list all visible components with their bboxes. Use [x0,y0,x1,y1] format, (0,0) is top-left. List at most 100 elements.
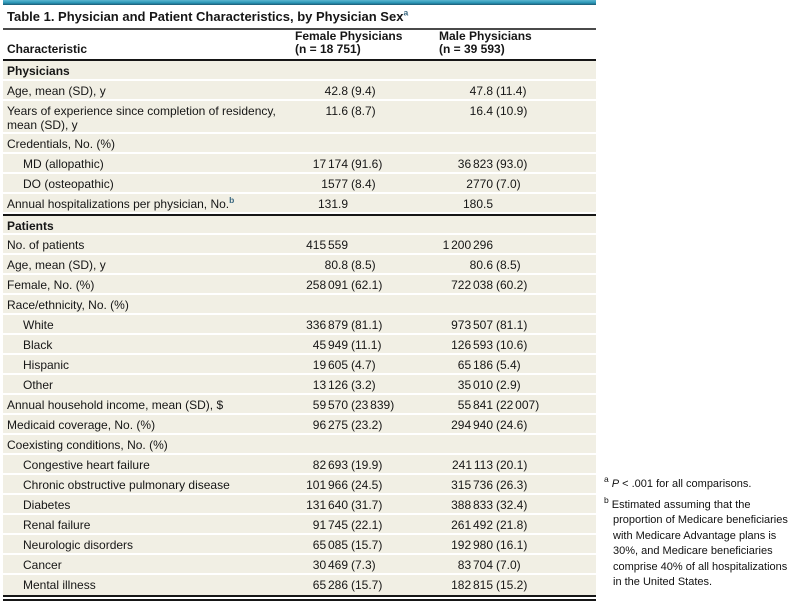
row-label: Annual household income, mean (SD), $ [7,398,224,412]
column-header-male-line2: (n = 39 593) [439,42,505,56]
female-value: 17 174 (91.6) [312,157,383,171]
row-label: No. of patients [7,238,85,252]
title-divider-rule [3,28,596,30]
column-header-characteristic: Characteristic [7,42,88,56]
row-label: Cancer [23,558,62,572]
column-header-male: Male Physicians (n = 39 593) [439,30,596,56]
male-value: 973 507 (81.1) [451,318,528,332]
table-row: Renal failure 91 745 (22.1) 261 492 (21.8) [3,515,596,535]
bottom-rule-outer [3,595,596,597]
table-row: MD (allopathic) 17 174 (91.6) 36 823 (93.0) [3,154,596,174]
male-value: 261 492 (21.8) [451,518,528,532]
row-label: White [23,318,54,332]
row-label: Coexisting conditions, No. (%) [7,438,168,452]
male-value: 241 113 (20.1) [452,458,528,472]
row-label: Age, mean (SD), y [7,84,106,98]
female-value: 415 559 [306,238,348,252]
table-row: Diabetes 131 640 (31.7) 388 833 (32.4) [3,495,596,515]
male-value: 722 038 (60.2) [451,278,528,292]
female-value: 131 640 (31.7) [306,498,383,512]
female-value: 80.8 (8.5) [324,258,376,272]
male-value: 1 200 296 [442,238,493,252]
table-row: Other 13 126 (3.2) 35 010 (2.9) [3,375,596,395]
row-label: Neurologic disorders [23,538,134,552]
female-value: 82 693 (19.9) [312,458,383,472]
row-label: Female, No. (%) [7,278,95,292]
female-value: 336 879 (81.1) [306,318,383,332]
male-value: 83 704 (7.0) [457,558,521,572]
row-label: Years of experience since completion of … [7,104,276,132]
table-row: Hispanic 19 605 (4.7) 65 186 (5.4) [3,355,596,375]
male-value: 65 186 (5.4) [457,358,521,372]
female-value: 96 275 (23.2) [312,418,383,432]
table-row: Credentials, No. (%) [3,134,596,154]
female-value: 45 949 (11.1) [312,338,382,352]
male-value: 80.6 (8.5) [469,258,521,272]
row-label: Hispanic [23,358,70,372]
female-value: 65 085 (15.7) [312,538,383,552]
table-title-footnote-marker: a [403,7,409,18]
male-value: 315 736 (26.3) [451,478,528,492]
male-value: 388 833 (32.4) [451,498,528,512]
table-row: DO (osteopathic) 1577 (8.4) 2770 (7.0) [3,174,596,194]
female-value: 131.9 [317,197,348,211]
table-title-text: Table 1. Physician and Patient Character… [7,9,404,24]
row-label: Credentials, No. (%) [7,137,116,151]
male-value: 47.8 (11.4) [469,84,527,98]
row-label: Age, mean (SD), y [7,258,106,272]
table-row: Mental illness 65 286 (15.7) 182 815 (15.2) [3,575,596,595]
table-row: White 336 879 (81.1) 973 507 (81.1) [3,315,596,335]
table-top-accent-rule [3,0,596,5]
female-value: 11.6 (8.7) [325,104,376,118]
table-row: Patients [3,214,596,235]
male-value: 2770 (7.0) [466,177,521,191]
male-value: 16.4 (10.9) [469,104,528,118]
table-row: Black 45 949 (11.1) 126 593 (10.6) [3,335,596,355]
table-row: Annual hospitalizations per physician, N… [3,194,596,214]
female-value: 65 286 (15.7) [312,578,383,592]
table-row: Age, mean (SD), y 80.8 (8.5) 80.6 (8.5) [3,255,596,275]
female-value: 30 469 (7.3) [312,558,376,572]
footnote-b-marker: b [604,494,609,505]
footnote-b-text: Estimated assuming that the proportion o… [611,498,788,589]
row-label: Renal failure [23,518,91,532]
male-value: 180.5 [462,197,493,211]
row-label: Diabetes [23,498,71,512]
column-header-female: Female Physicians (n = 18 751) [295,30,439,56]
male-value: 182 815 (15.2) [451,578,528,592]
female-value: 101 966 (24.5) [306,478,383,492]
row-label: Other [23,378,54,392]
female-value: 42.8 (9.4) [324,84,376,98]
column-header-female-line2: (n = 18 751) [295,42,361,56]
table-row: No. of patients 415 559 1 200 296 [3,235,596,255]
table-row: Annual household income, mean (SD), $ 59 … [3,395,596,415]
row-label: Patients [7,219,54,233]
footnote-a-text: < .001 for all comparisons. [619,478,752,490]
male-value: 294 940 (24.6) [451,418,528,432]
table-body: Physicians Age, mean (SD), y 42.8 (9.4) 47.8… [3,61,596,595]
footnote-b: b Estimated assuming that the proportion … [604,494,790,591]
row-label: DO (osteopathic) [23,177,114,191]
bottom-rule-inner [3,599,596,601]
table-row: Coexisting conditions, No. (%) [3,435,596,455]
row-label: MD (allopathic) [23,157,104,171]
female-value: 1577 (8.4) [321,177,376,191]
row-label: Medicaid coverage, No. (%) [7,418,156,432]
row-label: Mental illness [23,578,96,592]
table-row: Race/ethnicity, No. (%) [3,295,596,315]
female-value: 258 091 (62.1) [306,278,383,292]
table-row: Years of experience since completion of … [3,101,596,134]
female-value: 91 745 (22.1) [312,518,383,532]
table-row: Medicaid coverage, No. (%) 96 275 (23.2) 29… [3,415,596,435]
row-label: Race/ethnicity, No. (%) [7,298,129,312]
male-value: 55 841 (22 007) [457,398,540,412]
male-value: 126 593 (10.6) [451,338,528,352]
table-row: Cancer 30 469 (7.3) 83 704 (7.0) [3,555,596,575]
column-header-male-line1: Male Physicians [439,29,532,43]
table-row: Congestive heart failure 82 693 (19.9) 241 … [3,455,596,475]
female-value: 13 126 (3.2) [312,378,376,392]
footnote-marker: b [229,195,235,205]
